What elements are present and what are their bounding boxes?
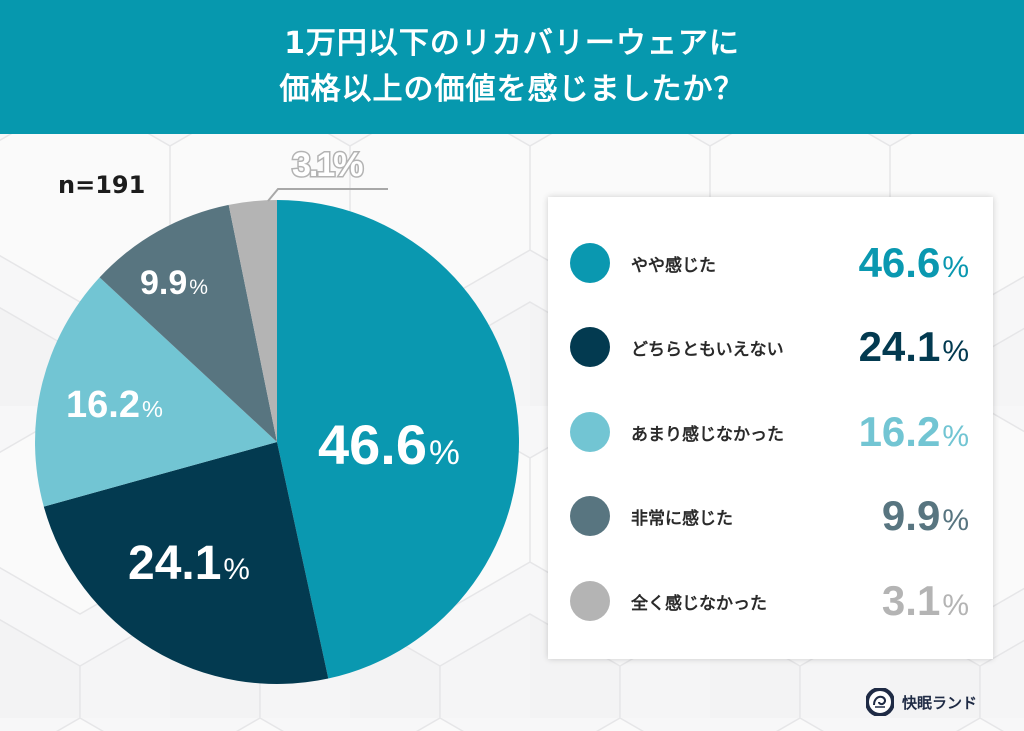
leader-line <box>267 188 388 202</box>
legend-value-percent: % <box>942 504 969 537</box>
legend-label: 全く感じなかった <box>631 593 767 614</box>
legend-item: 非常に感じた 9.9% <box>548 486 993 546</box>
legend-color-dot <box>570 496 610 536</box>
legend-value-number: 24.1 <box>858 323 941 370</box>
legend-value-number: 3.1 <box>881 577 941 624</box>
pie-label-16-2: 16.2% <box>66 384 163 427</box>
sample-size-label: n=191 <box>58 171 146 199</box>
pie-label-percent: % <box>223 553 250 586</box>
pie-label-value: 24.1 <box>128 537 222 590</box>
legend-panel: やや感じた 46.6% どちらともいえない 24.1% あまり感じなかった 16… <box>548 197 993 659</box>
legend-label: どちらともいえない <box>631 339 784 360</box>
legend-value: 24.1% <box>859 323 969 371</box>
pie-label-3-1-outlined: 3.1% <box>291 145 365 186</box>
legend-value-percent: % <box>942 251 969 284</box>
legend-value: 3.1% <box>882 577 969 625</box>
pie-label-value: 16.2 <box>66 384 140 426</box>
legend-label: やや感じた <box>631 255 716 276</box>
legend-color-dot <box>570 581 610 621</box>
legend-label: 非常に感じた <box>631 508 733 529</box>
legend-value-number: 46.6 <box>858 239 941 286</box>
legend-label: あまり感じなかった <box>631 424 784 445</box>
legend-color-dot <box>570 243 610 283</box>
pie-label-percent: % <box>141 396 163 422</box>
legend-value-percent: % <box>942 589 969 622</box>
pie-slice-mattaku-kanjinakatta <box>228 200 277 442</box>
kaimin-land-logo-icon <box>866 688 894 716</box>
brand-name: 快眠ランド <box>902 693 978 712</box>
pie-label-percent: % <box>189 276 209 299</box>
pie-label-46-6: 46.6% <box>318 412 460 477</box>
pie-label-9-9: 9.9% <box>140 264 208 303</box>
legend-value: 46.6% <box>859 239 969 287</box>
legend-value-percent: % <box>942 420 969 453</box>
pie-slice-hijouni-kanjita <box>99 204 277 442</box>
pie-slice-amari-kanjinakatta <box>35 277 277 507</box>
legend-value: 9.9% <box>882 492 969 540</box>
chart-title-line-1: 1万円以下のリカバリーウェアに <box>284 26 740 61</box>
pie-label-percent: % <box>429 434 460 472</box>
legend-item: やや感じた 46.6% <box>548 233 993 293</box>
legend-item: 全く感じなかった 3.1% <box>548 571 993 631</box>
pie-label-value: 46.6 <box>318 413 427 476</box>
pie-label-24-1: 24.1% <box>128 536 250 591</box>
chart-title-line-2: 価格以上の価値を感じましたか？ <box>279 72 745 107</box>
legend-color-dot <box>570 327 610 367</box>
pie-slice-yaya-kanjita <box>277 200 519 679</box>
legend-value-number: 9.9 <box>881 492 941 539</box>
legend-value-number: 16.2 <box>858 408 941 455</box>
legend-color-dot <box>570 412 610 452</box>
legend-value-percent: % <box>942 335 969 368</box>
legend-item: どちらともいえない 24.1% <box>548 317 993 377</box>
pie-label-value: 9.9 <box>140 264 188 302</box>
pie-slice-dochira-tomo <box>43 442 329 684</box>
legend-value: 16.2% <box>859 408 969 456</box>
brand-mark: 快眠ランド <box>866 688 977 716</box>
legend-item: あまり感じなかった 16.2% <box>548 402 993 462</box>
title-banner: 1万円以下のリカバリーウェアに 価格以上の価値を感じましたか？ <box>0 0 1024 134</box>
